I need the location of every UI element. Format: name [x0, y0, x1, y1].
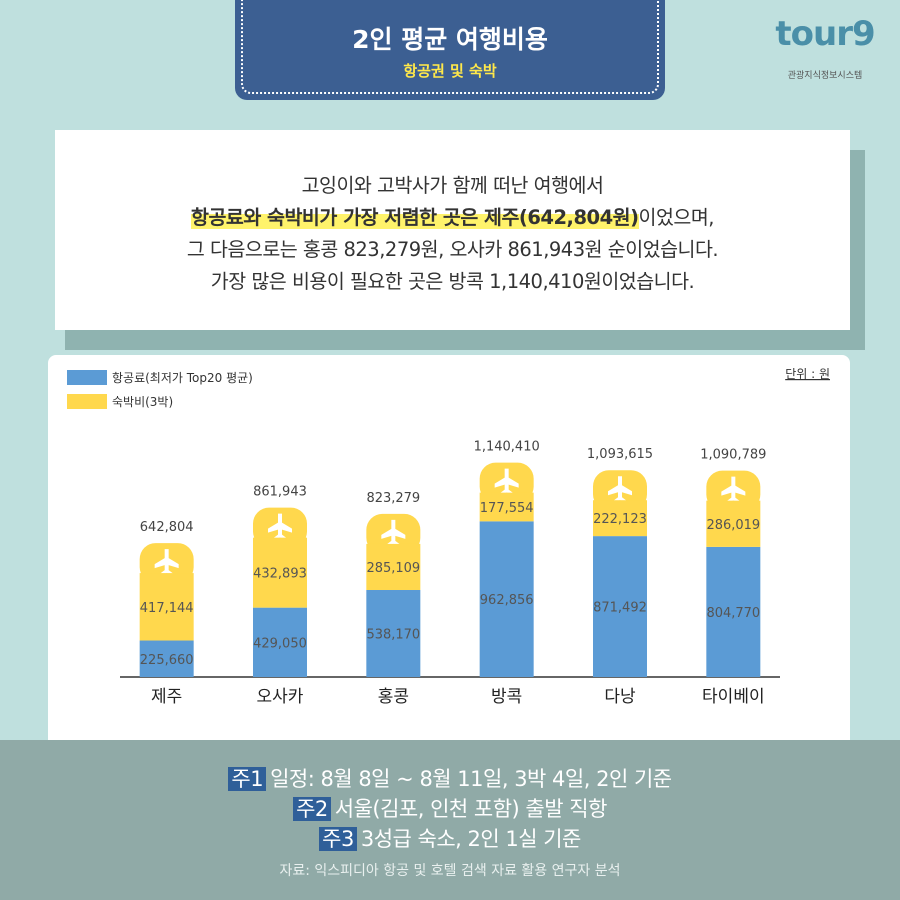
legend-label: 숙박비(3박)	[112, 395, 173, 409]
total-label: 1,093,615	[587, 447, 653, 462]
summary-line: 가장 많은 비용이 필요한 곳은 방콕 1,140,410원이었습니다.	[210, 270, 695, 293]
header-tab: 2인 평균 여행비용 항공권 및 숙박	[235, 0, 665, 100]
tab-border	[241, 0, 659, 94]
bar-segment	[479, 521, 534, 677]
plane-icon	[381, 519, 406, 546]
x-tick-label: 제주	[151, 687, 182, 707]
notes: 주1 일정: 8월 8일 ~ 8월 11일, 3박 4일, 2인 기준 주2 서울(김…	[0, 764, 900, 854]
source: 자료: 익스피디아 항공 및 호텔 검색 자료 활용 연구자 분석	[279, 863, 621, 879]
logo-tagline: 관광지식정보시스템	[787, 71, 863, 81]
subtitle: 항공권 및 숙박	[403, 62, 497, 80]
bar-segment	[706, 546, 761, 677]
summary-line: 항공료와 숙박비가 가장 저렴한 곳은 제주(642,804원)이었으며,	[55, 202, 850, 234]
bar-segment	[366, 589, 421, 677]
unit-label: 단위 : 원	[785, 367, 830, 381]
plane-icon	[608, 476, 632, 503]
bar-segment	[593, 536, 647, 677]
value-label: 871,492	[593, 601, 647, 616]
x-tick-label: 방콕	[491, 687, 522, 707]
note: 주2 서울(김포, 인천 포함) 출발 직항	[0, 794, 900, 824]
total-label: 1,140,410	[474, 440, 540, 455]
bar-segment	[253, 537, 307, 608]
summary-text: 이었으며,	[638, 206, 715, 229]
total-label: 823,279	[366, 491, 420, 506]
value-label: 225,660	[140, 653, 194, 668]
note: 주3 3성급 숙소, 2인 1실 기준	[0, 824, 900, 854]
note-text: 3성급 숙소, 2인 1실 기준	[360, 827, 582, 851]
note-text: 서울(김포, 인천 포함) 출발 직항	[334, 797, 608, 821]
x-tick-label: 다낭	[604, 687, 636, 707]
value-label: 804,770	[706, 606, 760, 621]
note-tag: 주3	[319, 827, 357, 851]
summary-line: 그 다음으로는 홍콩 823,279원, 오사카 861,943원 순이었습니다…	[186, 238, 719, 261]
total-label: 642,804	[140, 520, 194, 535]
bar-segment	[366, 543, 421, 590]
value-label: 538,170	[366, 627, 420, 642]
logo: tour9	[775, 14, 875, 54]
value-label: 417,144	[140, 601, 194, 616]
bar-segment	[593, 500, 647, 537]
value-label: 429,050	[253, 636, 307, 651]
plane-icon	[721, 476, 746, 503]
plane-icon	[268, 513, 292, 540]
note: 주1 일정: 8월 8일 ~ 8월 11일, 3박 4일, 2인 기준	[0, 764, 900, 794]
x-tick-label: 홍콩	[378, 687, 409, 707]
note-tag: 주1	[228, 767, 267, 791]
footer: 주1 일정: 8월 8일 ~ 8월 11일, 3박 4일, 2인 기준 주2 서울(김…	[0, 740, 900, 900]
bar-segment	[139, 573, 194, 641]
title: 2인 평균 여행비용	[352, 25, 548, 54]
note-text: 일정: 8월 8일 ~ 8월 11일, 3박 4일, 2인 기준	[270, 767, 672, 791]
bar-segment	[479, 492, 534, 522]
legend-swatch	[67, 394, 107, 409]
chart: 단위 : 원 항공료(최저가 Top20 평균) 숙박비(3박) 225,660 41…	[67, 367, 830, 707]
value-label: 177,554	[480, 501, 534, 516]
plane-icon	[154, 549, 179, 576]
highlight: 항공료와 숙박비가 가장 저렴한 곳은 제주(642,804원)	[191, 206, 639, 229]
bar-segment	[253, 607, 307, 677]
value-label: 285,109	[366, 561, 420, 576]
value-label: 432,893	[253, 567, 307, 582]
bar-segment	[139, 640, 194, 677]
legend-label: 항공료(최저가 Top20 평균)	[112, 371, 253, 385]
summary-line: 고잉이와 고박사가 함께 떠난 여행에서	[301, 174, 604, 197]
plane-icon	[494, 468, 519, 495]
total-label: 1,090,789	[700, 448, 766, 463]
x-tick-label: 타이베이	[702, 687, 765, 707]
total-label: 861,943	[253, 485, 307, 500]
value-label: 222,123	[593, 512, 647, 527]
note-tag: 주2	[293, 797, 331, 821]
legend-swatch	[67, 370, 107, 385]
value-label: 286,019	[706, 518, 760, 533]
x-tick-label: 오사카	[257, 687, 304, 707]
summary: 고잉이와 고박사가 함께 떠난 여행에서 항공료와 숙박비가 가장 저렴한 곳은…	[55, 130, 850, 330]
value-label: 962,856	[480, 593, 534, 608]
bar-segment	[706, 500, 761, 547]
